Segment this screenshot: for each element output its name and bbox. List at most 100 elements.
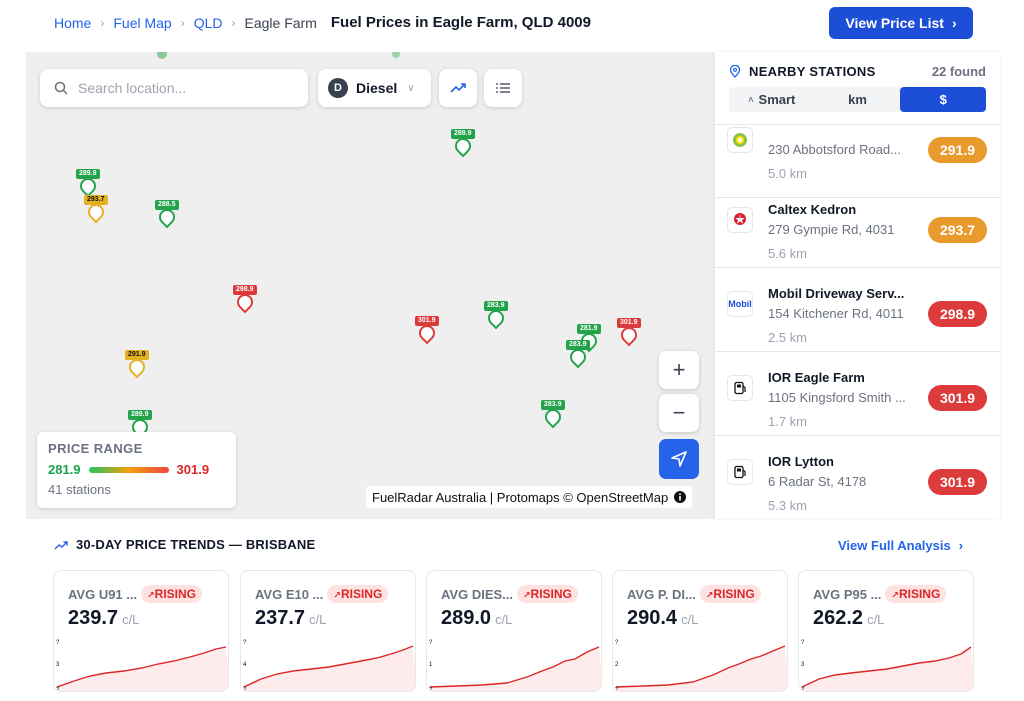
trend-card[interactable]: AVG P. DI... ↗RISING 290.4 c/L? 2? bbox=[612, 570, 788, 692]
locate-me-button[interactable] bbox=[659, 439, 699, 479]
station-distance: 2.5 km bbox=[768, 330, 808, 345]
plus-icon: + bbox=[672, 357, 686, 382]
view-full-analysis-label: View Full Analysis bbox=[838, 538, 951, 553]
trend-status-badge: ↗RISING bbox=[699, 585, 761, 603]
breadcrumb-state[interactable]: QLD bbox=[193, 14, 223, 31]
map-pin[interactable]: 289.9 bbox=[76, 169, 100, 198]
breadcrumb-current: Eagle Farm bbox=[244, 14, 317, 31]
trend-card[interactable]: AVG E10 ... ↗RISING 237.7 c/L? 4? bbox=[240, 570, 416, 692]
view-full-analysis-link[interactable]: View Full Analysis › bbox=[838, 538, 963, 553]
station-distance: 5.6 km bbox=[768, 246, 808, 261]
info-icon[interactable] bbox=[674, 491, 687, 503]
breadcrumb-home[interactable]: Home bbox=[54, 14, 92, 31]
map-pin[interactable]: 301.9 bbox=[617, 318, 641, 347]
trend-unit: c/L bbox=[681, 612, 699, 627]
chevron-right-icon: › bbox=[100, 15, 105, 30]
trend-view-button[interactable] bbox=[439, 69, 477, 107]
search-input[interactable] bbox=[78, 80, 278, 96]
trend-axis-bottom: ? bbox=[429, 687, 433, 692]
station-address: 1105 Kingsford Smith ... bbox=[768, 390, 906, 405]
station-row[interactable]: Caltex Kedron 279 Gympie Rd, 4031 5.6 km 29… bbox=[715, 184, 1000, 268]
map-pin[interactable]: 301.9 bbox=[415, 316, 439, 345]
trend-axis-top: ? bbox=[243, 640, 247, 646]
station-price-badge: 301.9 bbox=[928, 469, 987, 495]
station-name: Caltex Kedron bbox=[768, 202, 857, 217]
map-pin[interactable]: 283.9 bbox=[566, 340, 590, 369]
map-pin-price: 298.9 bbox=[233, 285, 257, 295]
map-pin-price: 291.9 bbox=[125, 350, 149, 360]
map-pin-price: 301.9 bbox=[617, 318, 641, 328]
map-pin[interactable]: 281.9 bbox=[577, 324, 601, 353]
trend-fuel-name: AVG E10 ... bbox=[255, 586, 324, 602]
price-range-title: PRICE RANGE bbox=[48, 441, 143, 456]
trend-sparkline: ? 2? bbox=[615, 640, 787, 691]
map-pin-price: 289.9 bbox=[451, 129, 475, 139]
trending-up-icon: ↗ bbox=[705, 590, 714, 600]
chevron-right-icon: › bbox=[180, 15, 185, 30]
map-pin[interactable]: 293.7 bbox=[84, 195, 108, 224]
list-icon bbox=[496, 83, 510, 93]
trend-sparkline: ? 3? bbox=[56, 640, 228, 691]
trend-axis-top: ? bbox=[801, 640, 805, 646]
map-attribution: FuelRadar Australia | Protomaps © OpenSt… bbox=[366, 486, 693, 508]
station-row[interactable]: IOR Eagle Farm 1105 Kingsford Smith ... 1.… bbox=[715, 352, 1000, 436]
minus-icon: − bbox=[672, 400, 686, 425]
price-range-min: 281.9 bbox=[48, 462, 81, 477]
trend-fuel-name: AVG P95 ... bbox=[813, 586, 882, 602]
chevrons-up-icon: ˄ bbox=[748, 94, 754, 105]
breadcrumb-fuel-map[interactable]: Fuel Map bbox=[113, 14, 172, 31]
zoom-out-button[interactable]: − bbox=[659, 394, 699, 432]
map-pin[interactable]: 288.5 bbox=[155, 200, 179, 229]
chevron-right-icon: › bbox=[951, 15, 957, 31]
trend-status-label: RISING bbox=[713, 587, 755, 601]
zoom-in-button[interactable]: + bbox=[659, 351, 699, 389]
map-pin[interactable]: 298.9 bbox=[233, 285, 257, 314]
station-row[interactable]: Mobil Mobil Driveway Serv... 154 Kitchener… bbox=[715, 268, 1000, 352]
station-distance: 5.3 km bbox=[768, 498, 808, 513]
map-pin-price: 283.9 bbox=[541, 400, 565, 410]
trend-sparkline: ? 4? bbox=[243, 640, 415, 691]
map-pin-price: 283.9 bbox=[566, 340, 590, 350]
view-price-list-button[interactable]: View Price List › bbox=[829, 7, 973, 39]
trend-axis-mid: 2 bbox=[615, 662, 619, 668]
caltex-logo bbox=[727, 207, 753, 233]
trend-axis-mid: 3 bbox=[56, 662, 60, 668]
trend-status-badge: ↗RISING bbox=[141, 585, 203, 603]
chevron-down-icon: ∨ bbox=[407, 82, 415, 94]
trend-axis-top: ? bbox=[615, 640, 619, 646]
sort-smart[interactable]: ˄ Smart bbox=[729, 87, 815, 112]
list-view-button[interactable] bbox=[484, 69, 522, 107]
map-pin[interactable]: 283.9 bbox=[484, 301, 508, 330]
fuel-type-label: Diesel bbox=[356, 80, 398, 96]
station-price-badge: 301.9 bbox=[928, 385, 987, 411]
trend-axis-top: ? bbox=[429, 640, 433, 646]
station-count: 41 stations bbox=[48, 482, 111, 497]
station-address: 6 Radar St, 4178 bbox=[768, 474, 867, 489]
search-box[interactable] bbox=[40, 69, 308, 107]
trending-up-icon bbox=[450, 83, 466, 93]
station-address: 230 Abbotsford Road... bbox=[768, 142, 901, 157]
map-pin[interactable]: 283.9 bbox=[541, 400, 565, 429]
trend-unit: c/L bbox=[122, 612, 140, 627]
trend-fuel-name: AVG P. DI... bbox=[627, 586, 696, 602]
sort-price[interactable]: $ bbox=[900, 87, 987, 112]
trend-status-badge: ↗RISING bbox=[885, 585, 947, 603]
trend-card[interactable]: AVG U91 ... ↗RISING 239.7 c/L? 3? bbox=[53, 570, 229, 692]
navigation-arrow-icon bbox=[671, 451, 687, 467]
map-pin[interactable]: 289.9 bbox=[128, 410, 152, 439]
trending-up-icon: ↗ bbox=[333, 590, 341, 600]
trend-card[interactable]: AVG P95 ... ↗RISING 262.2 c/L? 3? bbox=[798, 570, 974, 692]
price-range-max: 301.9 bbox=[176, 462, 210, 477]
sort-distance[interactable]: km bbox=[848, 92, 867, 107]
trend-card[interactable]: AVG DIES... ↗RISING 289.0 c/L? 1? bbox=[426, 570, 602, 692]
fuel-map[interactable]: D Diesel ∨ 289.9 293.7 288.5 298.9 301.9 283.… bbox=[26, 52, 714, 519]
station-row[interactable]: IOR Lytton 6 Radar St, 4178 5.3 km 301.9 bbox=[715, 436, 1000, 519]
map-pin[interactable]: 291.9 bbox=[125, 350, 149, 379]
map-pin[interactable]: 289.9 bbox=[451, 129, 475, 158]
fuel-type-select[interactable]: D Diesel ∨ bbox=[318, 69, 431, 107]
trend-axis-top: ? bbox=[56, 640, 60, 646]
station-row[interactable]: 230 Abbotsford Road... 5.0 km 291.9 bbox=[715, 114, 1000, 198]
trend-value-number: 290.4 bbox=[627, 607, 678, 629]
trending-up-icon: ↗ bbox=[891, 590, 899, 600]
trend-value-number: 239.7 bbox=[68, 607, 119, 629]
